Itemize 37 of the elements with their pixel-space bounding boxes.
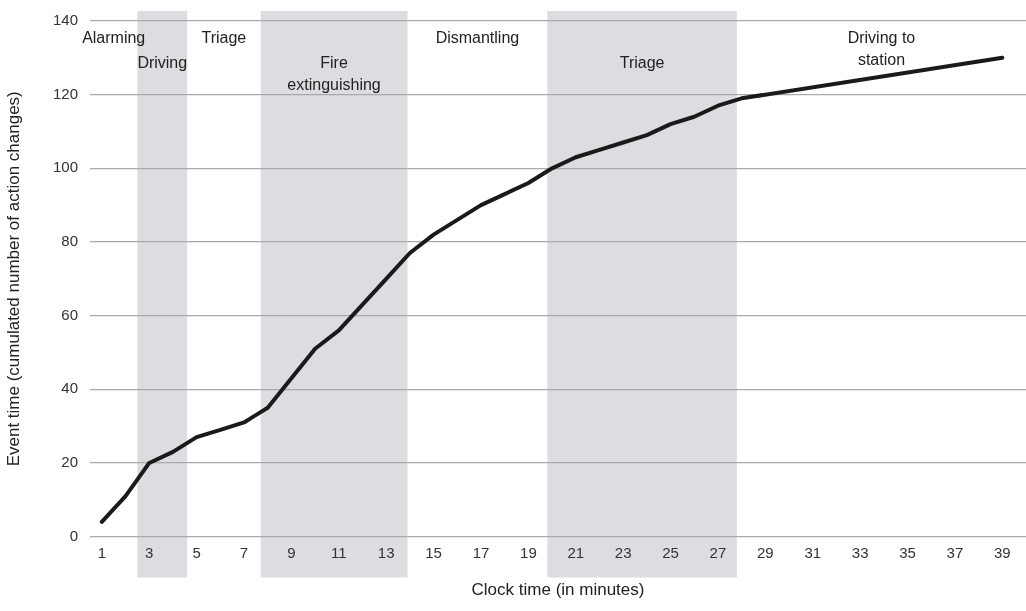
- x-tick-label: 15: [425, 543, 442, 561]
- annotation: Triage: [201, 29, 247, 47]
- x-tick-label: 7: [239, 543, 249, 561]
- annotation: Alarming: [82, 29, 146, 47]
- annotation: Driving to station: [847, 29, 916, 69]
- x-axis-title: Clock time (in minutes): [471, 580, 645, 600]
- x-tick-label: 17: [472, 543, 490, 561]
- x-tick-label: 19: [520, 543, 537, 561]
- x-tick-label: 11: [331, 543, 347, 561]
- x-tick-label: 1: [97, 543, 107, 561]
- x-tick-label: 25: [662, 543, 679, 561]
- x-tick-label: 3: [145, 543, 154, 561]
- x-tick-label: 31: [804, 543, 822, 561]
- band-label: Driving: [137, 54, 188, 72]
- annotation: Dismantling: [435, 29, 520, 47]
- y-tick-label: 40: [61, 379, 78, 397]
- x-tick-label: 29: [757, 543, 774, 561]
- y-tick-label: 120: [52, 84, 78, 102]
- band-label: Triage: [619, 54, 665, 72]
- y-tick-label: 0: [69, 526, 78, 544]
- x-tick-label: 21: [567, 543, 585, 561]
- x-tick-label: 23: [614, 543, 632, 561]
- x-tick-label: 37: [946, 543, 964, 561]
- x-tick-label: 13: [377, 543, 395, 561]
- x-tick-label: 35: [899, 543, 916, 561]
- y-tick-label: 140: [52, 11, 78, 29]
- y-tick-label: 100: [52, 158, 78, 176]
- y-tick-label: 80: [61, 232, 78, 250]
- x-tick-label: 5: [192, 543, 201, 561]
- x-tick-label: 9: [287, 543, 296, 561]
- x-tick-label: 27: [709, 543, 727, 561]
- y-axis-title: Event time (cumulated number of action changes): [3, 91, 23, 467]
- y-tick-label: 20: [61, 453, 78, 471]
- y-tick-label: 60: [61, 305, 78, 323]
- x-tick-label: 39: [993, 543, 1011, 561]
- x-tick-label: 33: [851, 543, 869, 561]
- band-label: Fire extinguishing: [287, 54, 381, 94]
